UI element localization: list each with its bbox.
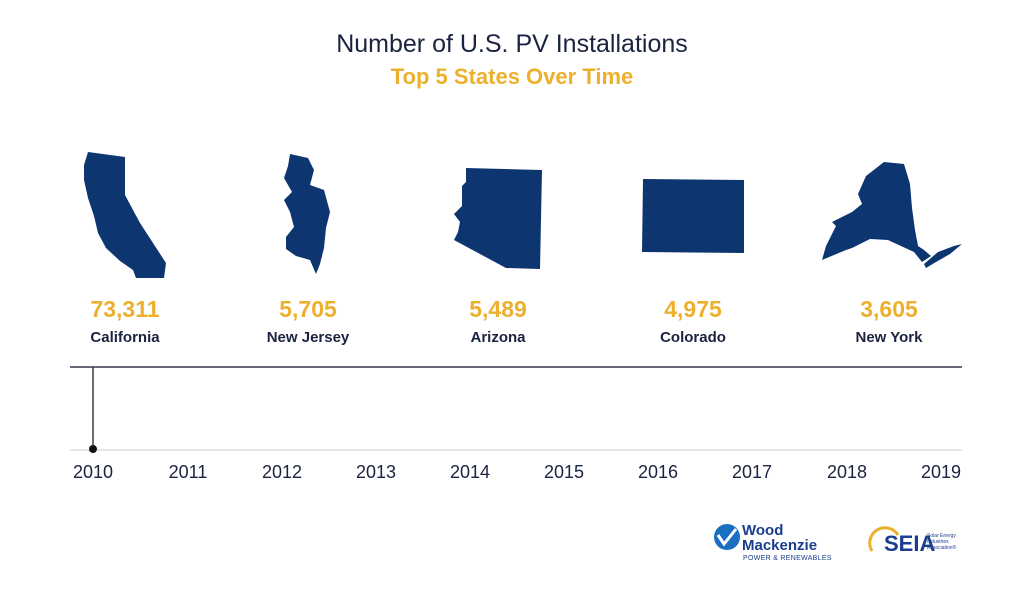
seia-logo-name: SEIA (884, 531, 936, 556)
label-arizona: Arizona (470, 329, 526, 346)
state-shape-arizona (454, 168, 542, 269)
value-colorado: 4,975 (664, 296, 722, 322)
woodmac-logo-line2: Mackenzie (742, 537, 818, 554)
seia-logo-fullname: Solar Energy Industries Association® (927, 533, 957, 551)
state-shape-colorado (642, 179, 744, 253)
woodmac-logo-line1: Wood (742, 522, 784, 539)
year-2012[interactable]: 2012 (261, 462, 303, 482)
state-shape-california (84, 152, 166, 278)
timeline-marker-dot (89, 445, 97, 453)
year-2016[interactable]: 2016 (637, 462, 679, 482)
state-shape-new-jersey (284, 154, 330, 274)
label-california: California (90, 329, 160, 346)
label-colorado: Colorado (660, 329, 726, 346)
value-california: 73,311 (90, 296, 160, 322)
value-new-jersey: 5,705 (279, 296, 337, 322)
woodmac-logo-icon (714, 524, 740, 550)
year-2014[interactable]: 2014 (449, 462, 491, 482)
value-new-york: 3,605 (860, 296, 918, 322)
year-2017[interactable]: 2017 (731, 462, 773, 482)
state-shape-new-york (822, 162, 962, 268)
woodmac-logo-tagline: POWER & RENEWABLES (743, 555, 832, 562)
year-2013[interactable]: 2013 (355, 462, 397, 482)
year-2011[interactable]: 2011 (168, 462, 208, 482)
label-new-york: New York (855, 329, 923, 346)
value-arizona: 5,489 (469, 296, 527, 322)
seia-logo-icon (868, 526, 900, 552)
year-2015[interactable]: 2015 (543, 462, 585, 482)
chart-title: Number of U.S. PV Installations (336, 30, 688, 58)
year-2018[interactable]: 2018 (826, 462, 868, 482)
year-2019[interactable]: 2019 (920, 462, 962, 482)
chart-subtitle: Top 5 States Over Time (390, 64, 634, 89)
label-new-jersey: New Jersey (266, 329, 350, 346)
year-2010[interactable]: 2010 (72, 462, 114, 482)
